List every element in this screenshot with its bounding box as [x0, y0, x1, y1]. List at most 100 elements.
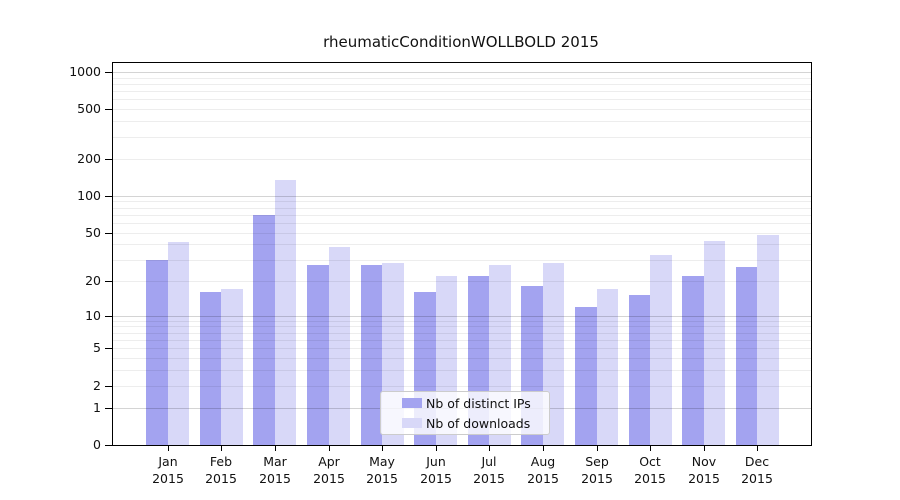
x-tick-mark — [650, 446, 651, 451]
x-tick-label: Jul 2015 — [473, 454, 505, 486]
x-tick-mark — [382, 446, 383, 451]
x-tick-mark — [221, 446, 222, 451]
bar-downloads — [328, 247, 350, 445]
bar-downloads — [596, 288, 618, 445]
y-tick-mark — [105, 445, 112, 446]
gridline — [113, 201, 811, 202]
bar-distinct-ips — [628, 295, 651, 445]
y-tick-label: 50 — [85, 225, 101, 240]
y-tick-mark — [105, 281, 112, 282]
y-tick-mark — [105, 109, 112, 110]
bar-downloads — [650, 254, 672, 445]
x-tick-label: Jan 2015 — [152, 454, 184, 486]
x-tick-label: May 2015 — [366, 454, 398, 486]
bar-downloads — [221, 288, 243, 445]
x-tick-label: Sep 2015 — [581, 454, 613, 486]
gridline — [113, 215, 811, 216]
bar-distinct-ips — [199, 292, 222, 445]
x-tick-label: Aug 2015 — [527, 454, 559, 486]
y-tick-label: 0 — [93, 437, 101, 452]
y-tick-label: 100 — [77, 188, 101, 203]
bar-distinct-ips — [735, 267, 758, 445]
x-tick-mark — [704, 446, 705, 451]
x-tick-label: Jun 2015 — [420, 454, 452, 486]
gridline — [113, 84, 811, 85]
bar-downloads — [757, 234, 779, 445]
legend-swatch-downloads — [402, 418, 422, 428]
chart-title: rheumaticConditionWOLLBOLD 2015 — [323, 33, 599, 51]
gridline — [113, 386, 811, 387]
x-tick-label: Dec 2015 — [741, 454, 773, 486]
y-tick-mark — [105, 316, 112, 317]
gridline — [113, 370, 811, 371]
gridline — [113, 316, 811, 317]
bar-downloads — [167, 241, 190, 445]
gridline — [113, 244, 811, 245]
y-tick-mark — [105, 72, 112, 73]
bar-downloads — [703, 240, 726, 445]
bar-distinct-ips — [253, 214, 275, 445]
x-tick-label: Nov 2015 — [688, 454, 720, 486]
gridlines-layer — [113, 63, 811, 445]
y-tick-label: 1 — [93, 400, 101, 415]
y-tick-label: 5 — [93, 340, 101, 355]
y-tick-mark — [105, 196, 112, 197]
gridline — [113, 137, 811, 138]
bar-distinct-ips — [146, 259, 168, 445]
axis-ticks-layer: 0 1 2 5 10 20 50 100 200 500 1000 Jan 2015 Feb 2015 Mar… — [69, 63, 811, 487]
x-tick-label: Feb 2015 — [205, 454, 237, 486]
bar-distinct-ips — [682, 275, 704, 445]
legend-label: Nb of downloads — [426, 415, 531, 431]
gridline — [113, 91, 811, 92]
gridline — [113, 333, 811, 334]
y-tick-label: 2 — [93, 378, 101, 393]
gridline — [113, 159, 811, 160]
gridline — [113, 348, 811, 349]
gridline — [113, 196, 811, 197]
gridline — [113, 99, 811, 100]
x-tick-mark — [436, 446, 437, 451]
y-tick-label: 10 — [85, 308, 101, 323]
x-tick-mark — [543, 446, 544, 451]
legend-item: Nb of downloads — [402, 417, 541, 430]
bar-distinct-ips — [575, 306, 597, 445]
y-tick-mark — [105, 408, 112, 409]
x-tick-label: Mar 2015 — [259, 454, 291, 486]
gridline — [113, 121, 811, 122]
plot-area: 0 1 2 5 10 20 50 100 200 500 1000 Jan 2015 Feb 2015 Mar… — [69, 62, 812, 487]
legend: Nb of distinct IPs Nb of downloads — [380, 391, 550, 435]
y-tick-label: 200 — [77, 151, 101, 166]
gridline — [113, 326, 811, 327]
x-tick-label: Oct 2015 — [634, 454, 666, 486]
gridline — [113, 340, 811, 341]
y-tick-mark — [105, 386, 112, 387]
legend-swatch-distinct-ips — [402, 398, 422, 408]
bar-distinct-ips — [307, 265, 329, 445]
gridline — [113, 281, 811, 282]
y-tick-mark — [105, 159, 112, 160]
y-tick-label: 1000 — [69, 64, 101, 79]
bar-distinct-ips — [360, 265, 383, 445]
x-tick-label: Apr 2015 — [313, 454, 345, 486]
legend-item: Nb of distinct IPs — [402, 397, 541, 410]
x-tick-mark — [597, 446, 598, 451]
gridline — [113, 109, 811, 110]
gridline — [113, 78, 811, 79]
x-tick-mark — [329, 446, 330, 451]
gridline — [113, 208, 811, 209]
gridline — [113, 233, 811, 234]
x-tick-mark — [757, 446, 758, 451]
y-tick-mark — [105, 233, 112, 234]
y-tick-mark — [105, 348, 112, 349]
bar-downloads — [274, 179, 297, 445]
gridline — [113, 321, 811, 322]
gridline — [113, 72, 811, 73]
gridline — [113, 223, 811, 224]
gridline — [113, 260, 811, 261]
x-tick-mark — [489, 446, 490, 451]
x-tick-mark — [275, 446, 276, 451]
y-tick-label: 20 — [85, 273, 101, 288]
y-tick-label: 500 — [77, 101, 101, 116]
x-tick-mark — [168, 446, 169, 451]
gridline — [113, 358, 811, 359]
